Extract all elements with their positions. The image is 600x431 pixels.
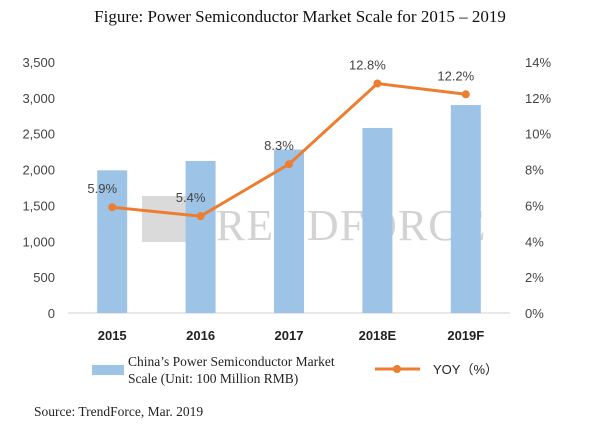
yoy-point-2015 [108, 203, 117, 212]
legend-bar-label-line: Scale (Unit: 100 Million RMB) [128, 371, 298, 386]
legend-bar-label-line: China’s Power Semiconductor Market [128, 354, 335, 369]
chart-title: Figure: Power Semiconductor Market Scale… [94, 7, 506, 26]
legend-line-label: YOY（%） [433, 362, 498, 377]
y-right-tick-label: 12% [525, 91, 551, 106]
y-right-tick-label: 14% [525, 55, 551, 70]
bar-2018E [362, 127, 393, 313]
y-left-tick-label: 1,000 [22, 234, 55, 249]
y-right-tick-label: 4% [525, 234, 544, 249]
yoy-data-label: 5.4% [176, 190, 206, 205]
y-right-tick-label: 0% [525, 306, 544, 321]
yoy-data-label: 5.9% [87, 181, 117, 196]
yoy-point-2019F [461, 90, 470, 99]
yoy-data-label: 12.8% [349, 58, 386, 73]
x-category-label: 2015 [98, 328, 127, 343]
y-left-tick-label: 2,500 [22, 127, 55, 142]
watermark-text: TRENDFORCE [188, 201, 486, 250]
legend-bar-swatch [92, 365, 124, 375]
y-left-tick-label: 3,500 [22, 55, 55, 70]
y-left-tick-label: 2,000 [22, 163, 55, 178]
yoy-line-series: 5.9% 5.4% 8.3% 12.8% 12.2% [87, 58, 475, 221]
y-left-tick-label: 1,500 [22, 198, 55, 213]
y-right-tick-label: 10% [525, 127, 551, 142]
yoy-point-2018E [373, 79, 382, 88]
y-right-tick-label: 2% [525, 270, 544, 285]
chart-axes: 0 500 1,000 1,500 2,000 2,500 3,000 3,500 0% 2% 4%… [22, 55, 551, 343]
bar-2016 [185, 160, 216, 313]
x-category-label: 2017 [275, 328, 304, 343]
chart-legend: China’s Power Semiconductor Market Scale … [92, 354, 498, 386]
y-right-tick-label: 6% [525, 198, 544, 213]
source-note: Source: TrendForce, Mar. 2019 [34, 404, 203, 419]
y-left-tick-label: 3,000 [22, 91, 55, 106]
bar-2019F [450, 105, 481, 314]
watermark-logo-mark [142, 196, 186, 242]
yoy-point-2017 [285, 160, 293, 169]
yoy-data-label: 8.3% [264, 138, 294, 153]
y-left-tick-label: 500 [33, 270, 55, 285]
yoy-data-label: 12.2% [437, 68, 474, 83]
x-category-label: 2018E [359, 328, 397, 343]
bar-series [97, 105, 481, 314]
x-category-label: 2019F [447, 328, 484, 343]
legend-line-marker [393, 365, 401, 373]
bar-2017 [274, 149, 304, 313]
x-category-label: 2016 [186, 328, 215, 343]
trendforce-watermark: TRENDFORCE [142, 196, 486, 250]
y-left-tick-label: 0 [48, 306, 55, 321]
yoy-point-2016 [196, 212, 205, 221]
bar-2015 [97, 170, 128, 313]
y-right-tick-label: 8% [525, 163, 544, 178]
